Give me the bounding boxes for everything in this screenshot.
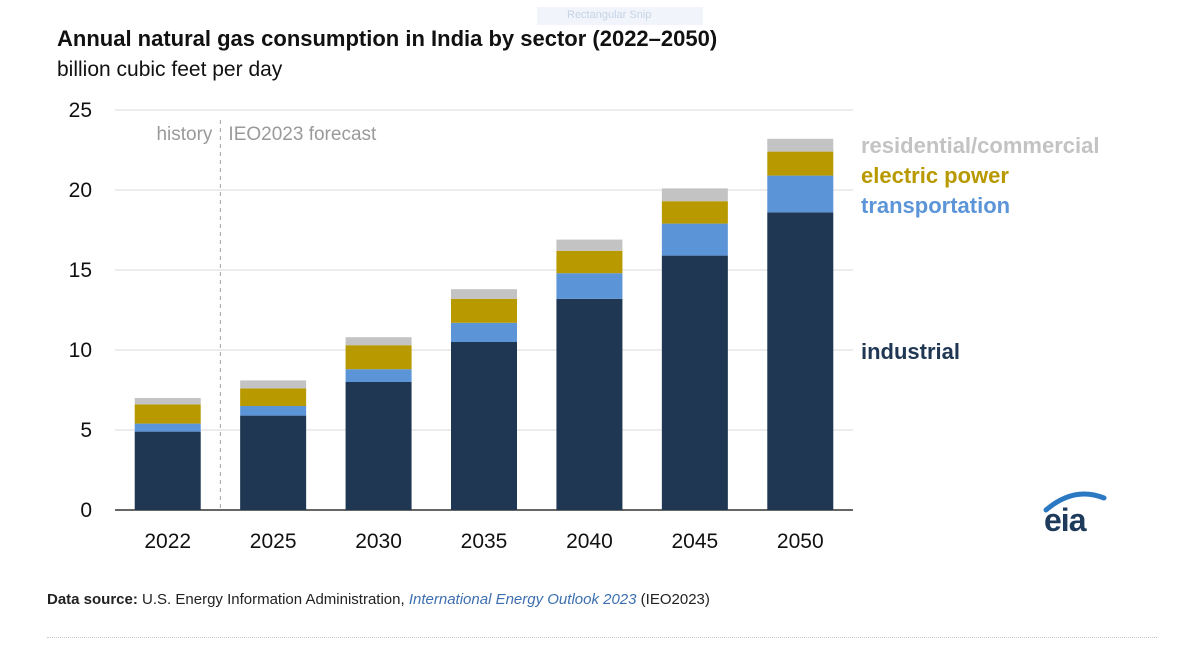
bar-segment-residential-commercial	[451, 289, 517, 299]
bar-segment-residential-commercial	[240, 380, 307, 389]
data-source-note: Data source: U.S. Energy Information Adm…	[47, 591, 710, 608]
bar-segment-industrial	[240, 415, 307, 510]
data-source-link[interactable]: International Energy Outlook 2023	[408, 591, 637, 608]
history-label: history	[156, 124, 212, 145]
bar-segment-residential-commercial	[556, 239, 623, 251]
eia-logo-text: eia	[1044, 502, 1086, 538]
legend-label-residential-commercial: residential/commercial	[861, 133, 1099, 158]
y-tick-label: 0	[80, 499, 92, 522]
y-tick-label: 5	[80, 419, 92, 442]
chart-title: Annual natural gas consumption in India …	[57, 26, 718, 51]
bar-segment-electric-power	[240, 388, 307, 406]
eia-logo-icon	[1043, 491, 1107, 513]
y-tick-label: 10	[69, 339, 92, 362]
bar-segment-industrial	[661, 255, 728, 510]
x-tick-label: 2050	[777, 530, 824, 553]
bar-segment-residential-commercial	[134, 398, 201, 405]
x-tick-label: 2035	[461, 530, 508, 553]
legend-label-transportation: transportation	[861, 193, 1010, 218]
bar-segment-electric-power	[134, 404, 201, 424]
bar-segment-electric-power	[451, 298, 517, 323]
x-tick-label: 2022	[144, 530, 191, 553]
legend-label-industrial: industrial	[861, 339, 960, 364]
x-tick-label: 2025	[250, 530, 297, 553]
bar-segment-industrial	[556, 298, 623, 510]
bar-segment-transportation	[345, 369, 412, 382]
bar-segment-residential-commercial	[767, 138, 834, 152]
bar-segment-transportation	[240, 406, 307, 416]
y-tick-label: 25	[69, 99, 92, 122]
bar-segment-electric-power	[767, 151, 834, 176]
bar-segment-industrial	[345, 382, 412, 510]
bar-segment-industrial	[767, 212, 834, 510]
bar-segment-transportation	[661, 223, 728, 256]
y-tick-label: 15	[69, 259, 92, 282]
bar-segment-electric-power	[556, 250, 623, 274]
bar-segment-residential-commercial	[661, 188, 728, 202]
bar-segment-residential-commercial	[345, 337, 412, 346]
bar-segment-electric-power	[345, 345, 412, 370]
x-tick-label: 2040	[566, 530, 613, 553]
bar-segment-industrial	[451, 342, 517, 510]
legend-label-electric-power: electric power	[861, 163, 1009, 188]
bar-segment-transportation	[134, 423, 201, 432]
chart-subtitle: billion cubic feet per day	[57, 58, 283, 81]
eia-logo: eia	[1040, 488, 1112, 544]
bar-segment-industrial	[134, 431, 201, 510]
bar-segment-transportation	[451, 322, 517, 342]
bottom-divider	[47, 637, 1157, 638]
bar-segment-transportation	[556, 273, 623, 299]
x-tick-label: 2030	[355, 530, 402, 553]
data-source-text: U.S. Energy Information Administration,	[142, 591, 405, 608]
x-tick-label: 2045	[671, 530, 718, 553]
snip-banner: Rectangular Snip	[537, 7, 703, 25]
y-tick-label: 20	[69, 179, 92, 202]
snip-banner-label: Rectangular Snip	[567, 9, 652, 21]
bar-segment-transportation	[767, 175, 834, 213]
data-source-label: Data source:	[47, 591, 138, 608]
bar-segment-electric-power	[661, 201, 728, 224]
forecast-label: IEO2023 forecast	[228, 124, 377, 145]
data-source-suffix: (IEO2023)	[640, 591, 710, 608]
